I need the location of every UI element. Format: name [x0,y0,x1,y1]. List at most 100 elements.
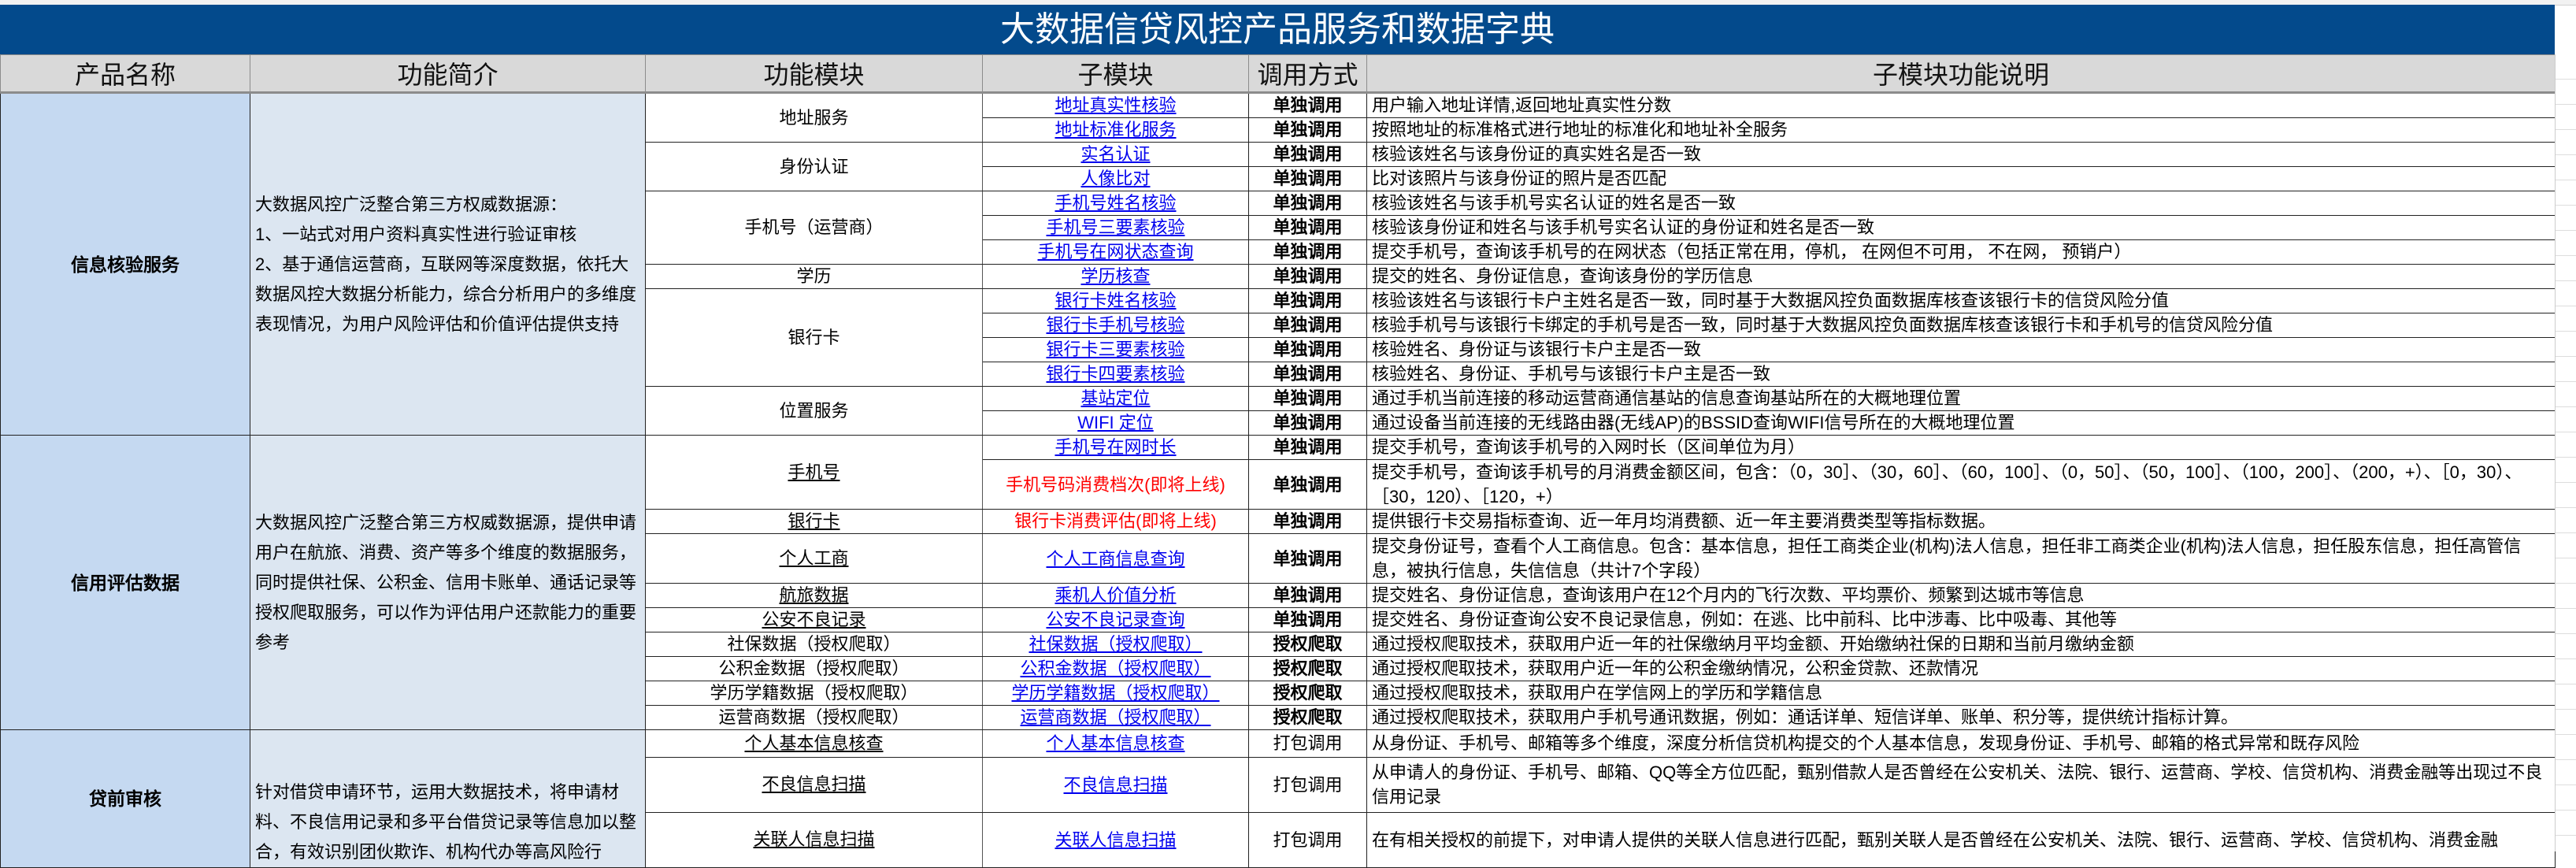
submodule-link[interactable]: 手机号姓名核验 [982,191,1249,216]
submodule-desc-cell: 核验该姓名与该银行卡户主姓名是否一致，同时基于大数据风控负面数据库核查该银行卡的… [1366,288,2556,313]
call-method-cell: 单独调用 [1248,264,1367,289]
submodule-link-text[interactable]: 乘机人价值分析 [1054,585,1177,605]
module-cell: 个人基本信息核查 [645,729,983,758]
module-cell: 手机号 [645,435,983,510]
table-row: 公安不良记录 公安不良记录查询 单独调用 提交姓名、身份证查询公安不良记录信息，例如：… [1,607,2556,632]
module-cell: 银行卡 [645,288,983,387]
submodule-link[interactable]: 学历学籍数据（授权爬取） [982,681,1249,706]
submodule-link[interactable]: 实名认证 [982,142,1249,167]
product-intro-cell: 大数据风控广泛整合第三方权威数据源： 1、一站式对用户资料真实性进行验证审核 2… [250,92,646,436]
submodule-link-text[interactable]: 人像比对 [1080,169,1151,188]
header-call-method: 调用方式 [1248,54,1367,94]
submodule-link[interactable]: WIFI 定位 [982,410,1249,436]
submodule-link[interactable]: 学历核查 [982,264,1249,289]
submodule-link[interactable]: 个人基本信息核查 [982,729,1249,758]
submodule-link[interactable]: 公积金数据（授权爬取） [982,656,1249,681]
module-cell-text: 手机号 [788,462,840,482]
submodule-link-text[interactable]: 手机号在网状态查询 [1037,242,1194,262]
submodule-link-text[interactable]: 学历学籍数据（授权爬取） [1011,683,1220,703]
submodule-link[interactable]: 个人工商信息查询 [982,533,1249,584]
submodule-link-text[interactable]: 地址真实性核验 [1054,95,1177,115]
submodule-link-text[interactable]: 实名认证 [1080,144,1151,164]
submodule-link-text[interactable]: 个人基本信息核查 [1046,733,1185,753]
submodule-link[interactable]: 地址真实性核验 [982,92,1249,118]
submodule-link[interactable]: 关联人信息扫描 [982,811,1249,868]
module-cell: 公积金数据（授权爬取） [645,656,983,681]
module-cell: 不良信息扫描 [645,756,983,813]
header-submodule: 子模块 [982,54,1249,94]
submodule-link-text[interactable]: 银行卡三要素核验 [1046,339,1185,359]
submodule-link[interactable]: 公安不良记录查询 [982,607,1249,632]
submodule-link[interactable]: 手机号在网状态查询 [982,239,1249,265]
table-row: 运营商数据（授权爬取） 运营商数据（授权爬取） 授权爬取 通过授权爬取技术，获取用户手… [1,705,2556,730]
submodule-link[interactable]: 银行卡姓名核验 [982,288,1249,313]
submodule-link-text[interactable]: 公安不良记录查询 [1046,610,1185,629]
call-method-cell: 单独调用 [1248,435,1367,460]
call-method-cell: 单独调用 [1248,386,1367,411]
call-method-cell: 打包调用 [1248,729,1367,758]
module-cell-text: 公积金数据（授权爬取） [718,658,910,678]
submodule-link-text[interactable]: 手机号三要素核验 [1046,217,1185,237]
submodule-link[interactable]: 运营商数据（授权爬取） [982,705,1249,730]
submodule-link[interactable]: 银行卡四要素核验 [982,362,1249,387]
submodule-link-text[interactable]: 学历核查 [1080,266,1151,286]
submodule-link[interactable]: 乘机人价值分析 [982,583,1249,608]
submodule-link-text[interactable]: 地址标准化服务 [1054,120,1177,139]
module-cell-text: 银行卡 [788,327,840,347]
submodule-link-text[interactable]: 公积金数据（授权爬取） [1020,658,1211,678]
submodule-desc-cell: 通过授权爬取技术，获取用户近一年的社保缴纳月平均金额、开始缴纳社保的日期和当前月… [1366,632,2556,657]
submodule-link-text[interactable]: 手机号在网时长 [1054,437,1177,457]
submodule-link[interactable]: 银行卡手机号核验 [982,313,1249,338]
submodule-link[interactable]: 社保数据（授权爬取） [982,632,1249,657]
submodule-link[interactable]: 手机号在网时长 [982,435,1249,460]
submodule-link[interactable]: 不良信息扫描 [982,756,1249,813]
call-method-cell: 单独调用 [1248,166,1367,191]
submodule-link-text[interactable]: 运营商数据（授权爬取） [1020,707,1211,727]
call-method-cell: 单独调用 [1248,117,1367,143]
table-row: 学历学籍数据（授权爬取） 学历学籍数据（授权爬取） 授权爬取 通过授权爬取技术，获取用… [1,681,2556,706]
header-submodule-desc: 子模块功能说明 [1366,54,2556,94]
submodule-link-text[interactable]: 个人工商信息查询 [1046,548,1185,569]
submodule-desc-cell: 通过授权爬取技术，获取用户在学信网上的学历和学籍信息 [1366,681,2556,706]
table-row: 不良信息扫描 不良信息扫描 打包调用 从申请人的身份证、手机号、邮箱、QQ等全方位匹配… [1,756,2556,813]
submodule-desc-cell: 核验该姓名与该手机号实名认证的姓名是否一致 [1366,191,2556,216]
module-cell-text: 学历 [796,266,832,286]
module-cell: 个人工商 [645,533,983,584]
submodule-link[interactable]: 手机号三要素核验 [982,215,1249,240]
module-cell: 身份认证 [645,142,983,191]
submodule-link-text[interactable]: 基站定位 [1080,388,1151,408]
submodule-link-text[interactable]: 银行卡四要素核验 [1046,364,1185,384]
module-cell: 学历学籍数据（授权爬取） [645,681,983,706]
submodule-desc-cell: 从申请人的身份证、手机号、邮箱、QQ等全方位匹配，甄别借款人是否曾经在公安机关、… [1366,756,2556,813]
submodule-link-text[interactable]: 银行卡消费评估(即将上线) [1014,511,1217,531]
submodule-link-text[interactable]: 银行卡手机号核验 [1046,315,1185,335]
submodule-desc-cell: 提交手机号，查询该手机号的月消费金额区间，包含：（0，30］、（30，60］、（… [1366,459,2556,510]
submodule-desc-cell: 提交姓名、身份证查询公安不良记录信息，例如：在逃、比中前科、比中涉毒、比中吸毒、… [1366,607,2556,632]
submodule-link[interactable]: 银行卡三要素核验 [982,337,1249,362]
table-row: 银行卡 银行卡消费评估(即将上线) 单独调用 提供银行卡交易指标查询、近一年月均消费额… [1,509,2556,534]
submodule-link[interactable]: 银行卡消费评估(即将上线) [982,509,1249,534]
submodule-link-text[interactable]: WIFI 定位 [1077,413,1154,432]
submodule-desc-cell: 按照地址的标准格式进行地址的标准化和地址补全服务 [1366,117,2556,143]
submodule-desc-cell: 在有相关授权的前提下，对申请人提供的关联人信息进行匹配，甄别关联人是否曾经在公安… [1366,811,2556,868]
submodule-link[interactable]: 基站定位 [982,386,1249,411]
submodule-link-text[interactable]: 银行卡姓名核验 [1054,291,1177,310]
submodule-link[interactable]: 地址标准化服务 [982,117,1249,143]
call-method-cell: 单独调用 [1248,607,1367,632]
module-cell: 位置服务 [645,386,983,436]
submodule-desc-cell: 用户输入地址详情,返回地址真实性分数 [1366,92,2556,118]
submodule-desc-cell: 提供银行卡交易指标查询、近一年月均消费额、近一年主要消费类型等指标数据。 [1366,509,2556,534]
call-method-cell: 授权爬取 [1248,632,1367,657]
table-row: 银行卡手机号核验 单独调用 核验手机号与该银行卡绑定的手机号是否一致，同时基于大数据… [1,313,2556,338]
submodule-link-text[interactable]: 手机号码消费档次(即将上线) [1006,474,1225,495]
submodule-link-text[interactable]: 不良信息扫描 [1063,774,1168,795]
module-cell-text: 关联人信息扫描 [753,829,875,850]
submodule-link-text[interactable]: 手机号姓名核验 [1054,193,1177,213]
table-row: 公积金数据（授权爬取） 公积金数据（授权爬取） 授权爬取 通过授权爬取技术，获取用户近… [1,656,2556,681]
submodule-link[interactable]: 人像比对 [982,166,1249,191]
module-cell-text: 运营商数据（授权爬取） [718,707,910,727]
submodule-link[interactable]: 手机号码消费档次(即将上线) [982,459,1249,510]
submodule-link-text[interactable]: 社保数据（授权爬取） [1029,634,1203,654]
empty-grid-area [2555,54,2576,851]
submodule-link-text[interactable]: 关联人信息扫描 [1054,829,1177,850]
